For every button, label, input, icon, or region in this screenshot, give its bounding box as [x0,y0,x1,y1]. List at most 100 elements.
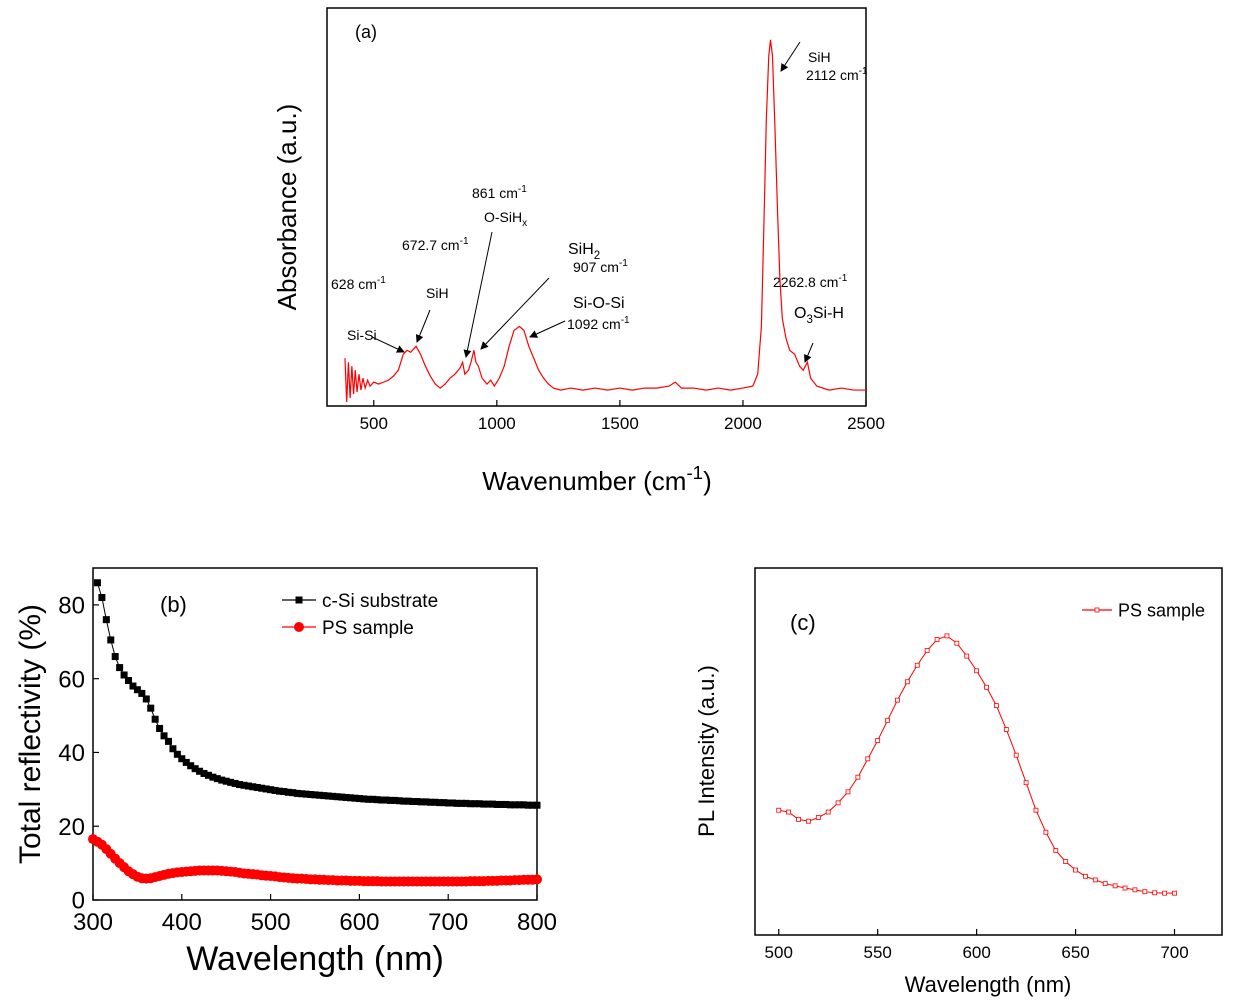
label-part: 2112 cm [806,67,859,83]
marker [1083,873,1088,879]
annotation: 2262.8 cm-1 [773,273,848,290]
marker [924,648,930,653]
annotation: 861 cm-1 [472,184,527,201]
marker [1172,890,1177,896]
annotation: (b) [160,592,187,617]
marker [497,800,505,808]
annotation: Si-Si [347,327,377,343]
label-part: -1 [838,273,847,284]
marker [151,715,159,723]
marker [311,791,319,799]
label-part: -1 [518,184,527,195]
marker [524,801,532,809]
marker [815,815,821,820]
data-line [778,635,1175,894]
label-part: SiH [808,49,831,65]
marker [1102,881,1108,887]
marker [1092,877,1098,883]
legend-label: c-Si substrate [322,591,438,612]
marker [231,779,239,787]
marker [449,799,457,807]
marker [954,640,960,646]
label-part: 2 [594,250,600,262]
marker [351,794,359,802]
label-part: (b) [160,592,187,617]
label-part: -1 [621,315,630,326]
x-axis-label: Wavelength (nm) [186,940,444,978]
marker [307,790,315,798]
marker [120,671,128,679]
marker [200,769,208,777]
marker [284,788,292,796]
marker [227,778,235,786]
marker [236,781,244,789]
marker [426,798,434,806]
marker [93,579,101,587]
marker [147,704,155,712]
marker [209,773,217,781]
marker [835,800,841,806]
marker [342,793,350,801]
marker [164,737,172,745]
marker [329,792,337,800]
marker [506,801,514,809]
marker [347,794,355,802]
x-tick-label: 600 [962,943,990,962]
marker [796,816,801,822]
x-tick-label: 700 [428,909,468,936]
label-part: SiH [426,285,449,301]
label-part: Si-H [813,305,844,322]
marker [964,653,970,659]
y-tick-label: 80 [58,593,85,620]
plot-frame [92,567,538,901]
marker [885,717,890,723]
marker [511,801,519,809]
annotation: (c) [790,610,816,635]
marker [116,664,124,672]
marker [431,798,439,806]
label-part: 2262.8 cm [773,274,838,290]
x-tick-label: 2500 [847,414,885,433]
label-part: 861 cm [472,185,518,201]
marker [98,594,106,602]
marker [138,689,146,697]
marker [213,775,221,783]
marker [786,809,792,815]
label-part: Wavenumber (cm [482,466,686,496]
marker [422,798,430,806]
x-axis-label: Wavelength (nm) [905,972,1072,997]
x-tick-label: 500 [360,414,388,433]
x-tick-label: 650 [1061,943,1089,962]
marker [324,792,332,800]
x-tick-label: 300 [73,909,113,936]
label-part: 907 cm [573,259,619,275]
marker [1162,890,1168,896]
y-tick-label: 20 [58,814,85,841]
x-tick-label: 1500 [601,414,639,433]
marker [825,809,831,815]
marker [320,792,328,800]
marker [1053,848,1059,853]
marker [520,801,528,809]
marker [440,799,448,807]
marker [1112,883,1118,889]
marker [1013,752,1019,758]
label-part: -1 [377,275,386,286]
label-part: -1 [619,258,628,269]
label-part: ) [703,466,712,496]
marker [1043,829,1049,835]
y-tick-label: 40 [58,740,85,767]
marker [875,738,881,743]
marker [102,616,110,624]
annotation: 628 cm-1 [331,275,386,292]
marker [444,799,452,807]
marker [489,800,497,808]
marker [196,767,204,775]
annotation: 672.7 cm-1 [402,236,469,253]
arrow [480,277,550,350]
marker [533,801,541,809]
annotation: 1092 cm-1 [567,315,630,332]
annotation-arrows [371,41,814,363]
marker [222,777,230,785]
